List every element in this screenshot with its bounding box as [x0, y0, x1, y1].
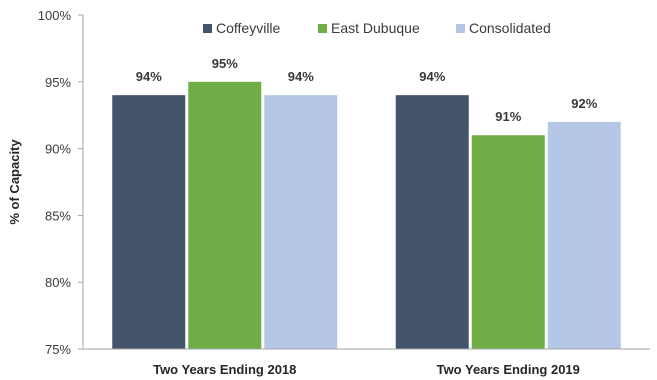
x-tick-label: Two Years Ending 2018 [153, 362, 296, 377]
y-tick-label: 85% [45, 208, 71, 223]
y-tick-label: 75% [45, 342, 71, 357]
data-label: 95% [212, 56, 238, 71]
data-label: 94% [136, 69, 162, 84]
bar [188, 81, 262, 350]
data-label: 94% [288, 69, 314, 84]
y-axis-title: % of Capacity [7, 139, 22, 225]
bars [112, 81, 621, 350]
legend-swatch [318, 24, 327, 33]
y-tick-label: 95% [45, 75, 71, 90]
y-tick-label: 90% [45, 142, 71, 157]
legend-label: Consolidated [469, 20, 551, 36]
y-tick-label: 80% [45, 275, 71, 290]
legend-swatch [203, 24, 212, 33]
bar [264, 95, 338, 349]
x-axis: Two Years Ending 2018 Two Years Ending 20… [83, 348, 650, 377]
data-label: 94% [419, 69, 445, 84]
bar [395, 95, 469, 349]
y-axis: 75% 80% 85% 90% 95% 100% [38, 8, 84, 357]
bar [547, 121, 621, 349]
data-label: 92% [571, 96, 597, 111]
legend-label: Coffeyville [216, 20, 281, 36]
x-tick-label: Two Years Ending 2019 [437, 362, 580, 377]
y-tick-label: 100% [38, 8, 72, 23]
bar [112, 95, 186, 349]
legend: Coffeyville East Dubuque Consolidated [203, 20, 551, 36]
bar [471, 135, 545, 349]
legend-swatch [456, 24, 465, 33]
data-labels: 94% 95% 94% 94% 91% 92% [136, 56, 598, 124]
data-label: 91% [495, 109, 521, 124]
legend-label: East Dubuque [331, 20, 420, 36]
